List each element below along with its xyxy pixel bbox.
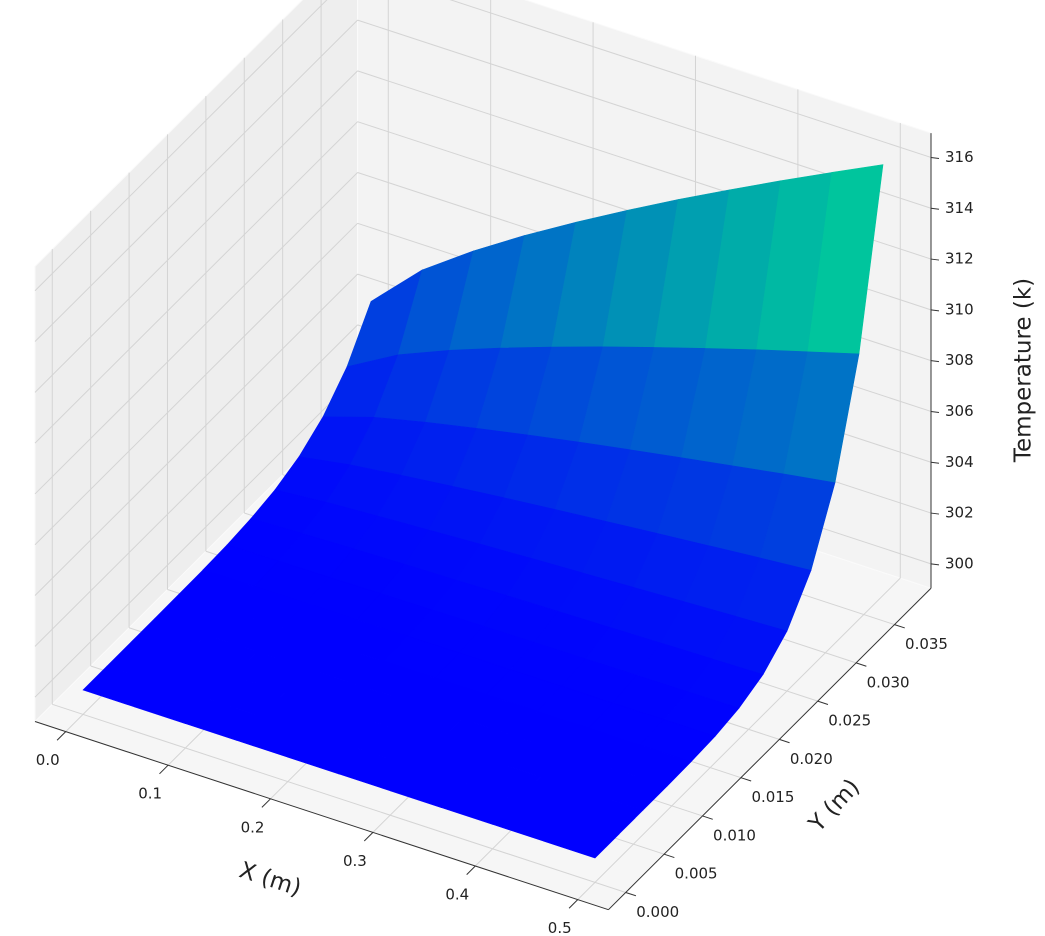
x-tick-label: 0.4: [445, 886, 469, 904]
z-tick: [930, 309, 940, 312]
z-tick-label: 314: [945, 199, 974, 217]
x-tick: [363, 832, 374, 842]
y-tick: [663, 853, 675, 859]
z-axis-label: Temperature (k): [1011, 278, 1037, 463]
z-tick-label: 312: [945, 250, 974, 268]
y-tick-label: 0.035: [905, 635, 948, 653]
z-tick: [930, 461, 940, 464]
z-tick-label: 306: [945, 402, 974, 420]
x-tick-label: 0.1: [138, 785, 162, 803]
grid-line: [34, 375, 358, 698]
grid-line: [34, 121, 358, 444]
left-pane: [34, 0, 359, 723]
y-tick-label: 0.015: [751, 788, 794, 806]
y-tick-label: 0.025: [828, 712, 871, 730]
z-tick-label: 300: [945, 554, 974, 572]
y-tick-label: 0.010: [713, 826, 756, 844]
z-tick-label: 308: [945, 351, 974, 369]
y-tick-label: 0.000: [636, 903, 679, 921]
grid-line: [52, 703, 626, 893]
z-tick: [930, 512, 940, 515]
grid-line: [34, 273, 358, 596]
y-tick: [625, 891, 637, 897]
z-tick: [930, 207, 940, 210]
grid-line: [34, 19, 358, 342]
y-tick: [894, 624, 905, 629]
z-tick-label: 316: [945, 148, 974, 166]
grid-line: [577, 577, 901, 900]
y-tick-label: 0.030: [867, 673, 910, 691]
y-tick: [779, 738, 790, 744]
y-tick-label: 0.020: [790, 750, 833, 768]
x-tick: [159, 764, 169, 775]
grid-line: [34, 222, 358, 546]
y-tick: [702, 815, 713, 820]
z-tick: [930, 410, 940, 413]
grid-line: [34, 70, 358, 393]
x-tick-label: 0.3: [343, 852, 367, 870]
surface-face: [543, 816, 620, 859]
z-tick: [930, 563, 940, 566]
x-tick: [466, 865, 476, 875]
x-tick: [261, 798, 271, 808]
x-tick: [56, 731, 67, 741]
y-axis-label: Y (m): [803, 774, 865, 838]
grid-line: [34, 172, 358, 495]
y-tick: [817, 700, 829, 705]
z-tick: [930, 360, 940, 363]
grid-line: [34, 0, 328, 292]
y-tick: [740, 777, 752, 782]
grid-line: [449, 0, 932, 158]
y-tick-label: 0.005: [675, 865, 718, 883]
z-tick-label: 304: [945, 453, 974, 471]
x-axis-label: X (m): [236, 857, 304, 901]
z-tick-label: 302: [945, 504, 974, 522]
y-tick: [855, 662, 867, 667]
z-tick: [930, 156, 940, 159]
x-tick-label: 0.0: [36, 751, 60, 769]
x-axis-line: [34, 721, 609, 911]
grid-line: [34, 324, 358, 647]
x-tick-label: 0.2: [241, 818, 265, 836]
z-tick: [930, 258, 940, 261]
x-tick-label: 0.5: [548, 919, 572, 936]
x-tick: [568, 899, 579, 909]
z-tick-label: 310: [945, 300, 974, 318]
y-axis-line: [608, 587, 932, 911]
